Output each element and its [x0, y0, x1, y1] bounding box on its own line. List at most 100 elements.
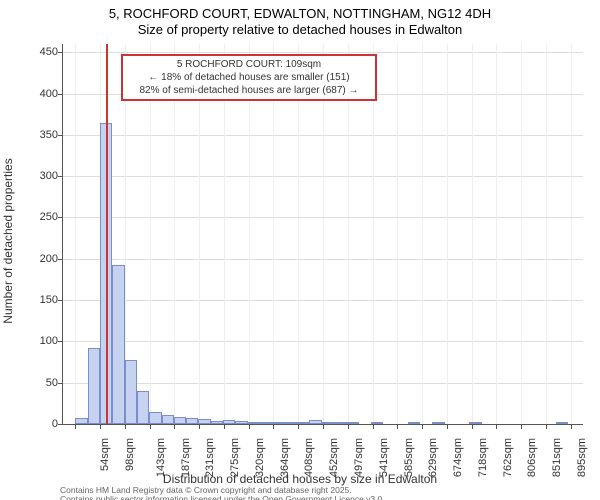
histogram-bar	[556, 422, 568, 424]
gridline-v	[174, 44, 175, 424]
xtick-mark	[249, 424, 250, 429]
xtick-mark	[397, 424, 398, 429]
xtick-label: 408sqm	[304, 438, 316, 477]
gridline-v	[571, 44, 572, 424]
xtick-mark	[75, 424, 76, 429]
property-size-histogram: 5, ROCHFORD COURT, EDWALTON, NOTTINGHAM,…	[0, 0, 600, 500]
xtick-label: 851sqm	[552, 438, 564, 477]
ytick-mark	[58, 300, 63, 301]
ytick-label: 50	[18, 377, 58, 389]
xtick-label: 452sqm	[328, 438, 340, 477]
gridline-v	[323, 44, 324, 424]
xtick-label: 541sqm	[378, 438, 390, 477]
histogram-bar	[75, 418, 87, 424]
gridline-v	[298, 44, 299, 424]
xtick-mark	[521, 424, 522, 429]
histogram-bar	[432, 422, 444, 424]
title-subtitle: Size of property relative to detached ho…	[0, 22, 600, 37]
xtick-mark	[125, 424, 126, 429]
gridline-v	[75, 44, 76, 424]
xtick-mark	[150, 424, 151, 429]
ytick-label: 400	[18, 88, 58, 100]
xtick-label: 275sqm	[229, 438, 241, 477]
histogram-bar	[408, 422, 420, 424]
xtick-label: 98sqm	[124, 438, 136, 471]
ytick-label: 450	[18, 46, 58, 58]
xtick-mark	[496, 424, 497, 429]
ytick-mark	[58, 424, 63, 425]
histogram-bar	[198, 419, 210, 424]
ytick-mark	[58, 94, 63, 95]
property-marker-line	[106, 44, 108, 424]
gridline-v	[199, 44, 200, 424]
histogram-bar	[260, 422, 272, 424]
xtick-mark	[447, 424, 448, 429]
xtick-label: 497sqm	[353, 438, 365, 477]
annotation-line3: 82% of semi-detached houses are larger (…	[139, 85, 358, 96]
annotation-box: 5 ROCHFORD COURT: 109sqm ← 18% of detache…	[121, 54, 377, 101]
xtick-label: 674sqm	[452, 438, 464, 477]
ytick-mark	[58, 52, 63, 53]
gridline-v	[150, 44, 151, 424]
xtick-label: 231sqm	[205, 438, 217, 477]
footer-attribution: Contains HM Land Registry data © Crown c…	[60, 486, 385, 500]
histogram-bar	[334, 422, 346, 424]
xtick-label: 143sqm	[155, 438, 167, 477]
ytick-mark	[58, 135, 63, 136]
gridline-v	[373, 44, 374, 424]
xtick-label: 54sqm	[99, 438, 111, 471]
histogram-bar	[211, 421, 223, 424]
histogram-bar	[149, 412, 161, 424]
gridline-v	[397, 44, 398, 424]
xtick-mark	[298, 424, 299, 429]
annotation-line1: 5 ROCHFORD COURT: 109sqm	[177, 59, 321, 70]
xtick-mark	[546, 424, 547, 429]
histogram-bar	[137, 391, 149, 424]
xtick-mark	[373, 424, 374, 429]
xtick-mark	[224, 424, 225, 429]
ytick-mark	[58, 259, 63, 260]
xtick-mark	[323, 424, 324, 429]
ytick-mark	[58, 341, 63, 342]
histogram-bar	[309, 420, 321, 424]
xtick-label: 187sqm	[180, 438, 192, 477]
ytick-label: 200	[18, 253, 58, 265]
xtick-mark	[100, 424, 101, 429]
gridline-v	[422, 44, 423, 424]
histogram-bar	[125, 360, 137, 424]
ytick-label: 150	[18, 294, 58, 306]
xtick-mark	[422, 424, 423, 429]
y-axis-label: Number of detached properties	[1, 158, 15, 323]
annotation-line2: ← 18% of detached houses are smaller (15…	[148, 72, 349, 83]
ytick-label: 100	[18, 335, 58, 347]
xtick-label: 585sqm	[403, 438, 415, 477]
xtick-label: 320sqm	[254, 438, 266, 477]
xtick-mark	[199, 424, 200, 429]
gridline-v	[348, 44, 349, 424]
xtick-mark	[571, 424, 572, 429]
xtick-label: 806sqm	[526, 438, 538, 477]
xtick-label: 718sqm	[477, 438, 489, 477]
ytick-label: 350	[18, 129, 58, 141]
ytick-mark	[58, 176, 63, 177]
histogram-bar	[235, 421, 247, 424]
gridline-v	[224, 44, 225, 424]
title-address: 5, ROCHFORD COURT, EDWALTON, NOTTINGHAM,…	[0, 6, 600, 21]
xtick-mark	[348, 424, 349, 429]
ytick-label: 300	[18, 170, 58, 182]
gridline-v	[496, 44, 497, 424]
histogram-bar	[88, 348, 100, 424]
xtick-label: 762sqm	[502, 438, 514, 477]
gridline-v	[249, 44, 250, 424]
histogram-bar	[112, 265, 124, 424]
histogram-bar	[174, 417, 186, 424]
ytick-label: 0	[18, 418, 58, 430]
xtick-label: 629sqm	[427, 438, 439, 477]
ytick-mark	[58, 383, 63, 384]
footer-line2: Contains public sector information licen…	[60, 494, 385, 500]
histogram-bar	[186, 418, 198, 424]
histogram-bar	[285, 422, 297, 424]
gridline-v	[273, 44, 274, 424]
gridline-v	[521, 44, 522, 424]
gridline-v	[447, 44, 448, 424]
